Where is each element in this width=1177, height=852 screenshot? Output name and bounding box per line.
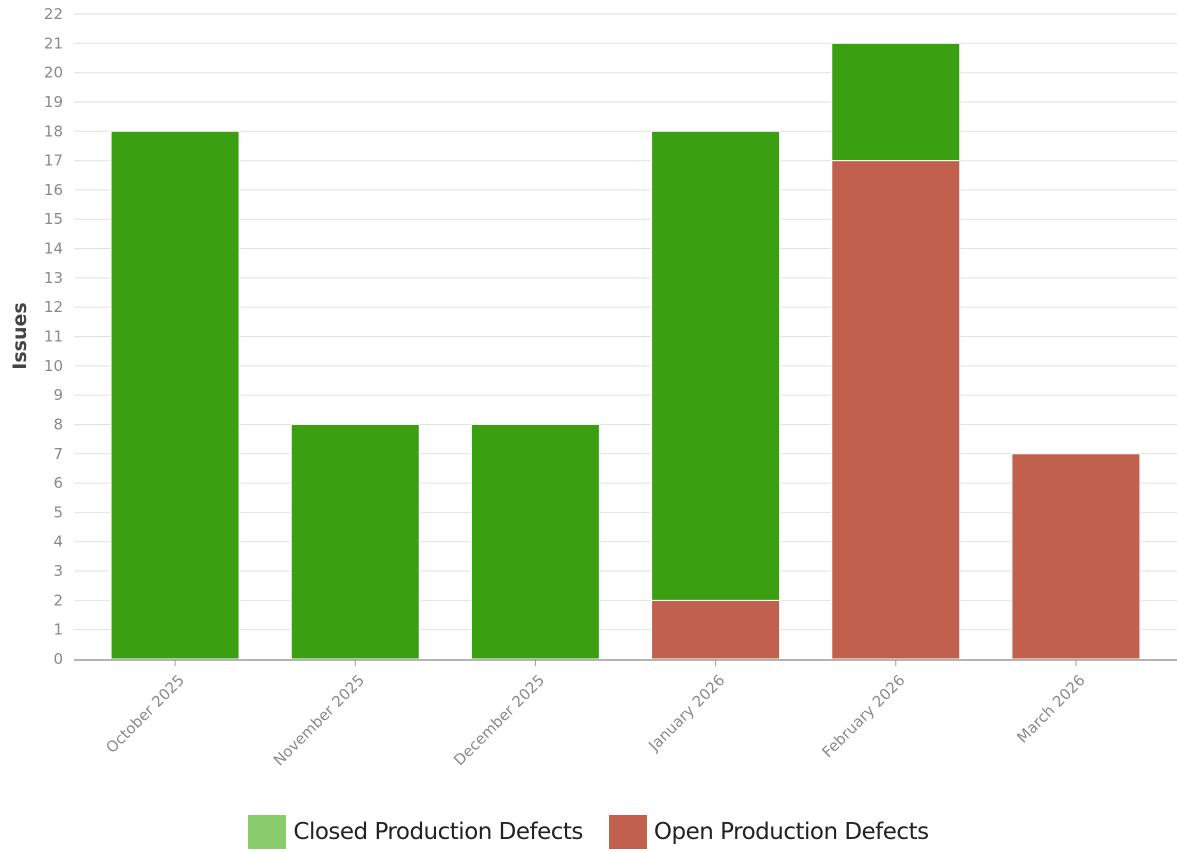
x-tick-label: February 2026 — [818, 671, 908, 761]
bar-segment-closed[interactable] — [831, 42, 961, 162]
y-axis-label: Issues — [9, 302, 31, 369]
bars — [110, 42, 1141, 660]
y-tick-label: 0 — [53, 650, 63, 668]
x-tick-label: November 2025 — [270, 671, 368, 769]
x-tick-label: March 2026 — [1013, 671, 1088, 746]
bar-segment-open[interactable] — [651, 599, 781, 660]
y-tick-label: 14 — [44, 240, 63, 258]
y-tick-label: 15 — [44, 210, 63, 228]
legend: Closed Production Defects Open Productio… — [0, 812, 1177, 852]
y-tick-label: 19 — [44, 93, 63, 111]
y-tick-label: 21 — [44, 34, 63, 52]
grid-lines — [74, 13, 1177, 631]
legend-item-open[interactable]: Open Production Defects — [608, 815, 929, 849]
legend-swatch-closed — [248, 815, 287, 849]
y-tick-label: 11 — [44, 328, 63, 346]
y-tick-label: 10 — [44, 357, 63, 375]
x-axis-ticks: October 2025 November 2025 December 2025 Ja… — [102, 660, 1089, 769]
x-tick-label: January 2026 — [644, 671, 728, 755]
y-tick-label: 8 — [53, 415, 63, 433]
legend-label-closed: Closed Production Defects — [293, 819, 583, 845]
legend-swatch-open — [608, 815, 647, 849]
y-tick-label: 1 — [53, 621, 63, 639]
y-tick-label: 2 — [53, 591, 63, 609]
x-tick-label: October 2025 — [102, 671, 188, 757]
y-tick-label: 17 — [44, 152, 63, 170]
y-tick-label: 16 — [44, 181, 63, 199]
legend-item-closed[interactable]: Closed Production Defects — [248, 815, 583, 849]
y-tick-label: 5 — [53, 503, 63, 521]
bar-segment-closed[interactable] — [470, 423, 600, 660]
bar-segment-closed[interactable] — [110, 130, 240, 660]
legend-label-open: Open Production Defects — [653, 819, 929, 845]
y-tick-label: 6 — [53, 474, 63, 492]
bar-segment-open[interactable] — [1011, 453, 1141, 660]
y-tick-label: 9 — [53, 386, 63, 404]
y-tick-label: 4 — [53, 533, 63, 551]
bar-segment-open[interactable] — [831, 160, 961, 660]
y-tick-label: 13 — [44, 269, 63, 287]
x-tick-label: December 2025 — [450, 671, 548, 769]
y-tick-label: 22 — [44, 5, 63, 23]
y-tick-label: 20 — [44, 64, 63, 82]
bar-segment-closed[interactable] — [290, 423, 420, 660]
y-tick-label: 18 — [44, 122, 63, 140]
y-tick-label: 7 — [53, 445, 63, 463]
y-tick-label: 3 — [53, 562, 63, 580]
bar-segment-closed[interactable] — [651, 130, 781, 601]
y-tick-label: 12 — [44, 298, 63, 316]
